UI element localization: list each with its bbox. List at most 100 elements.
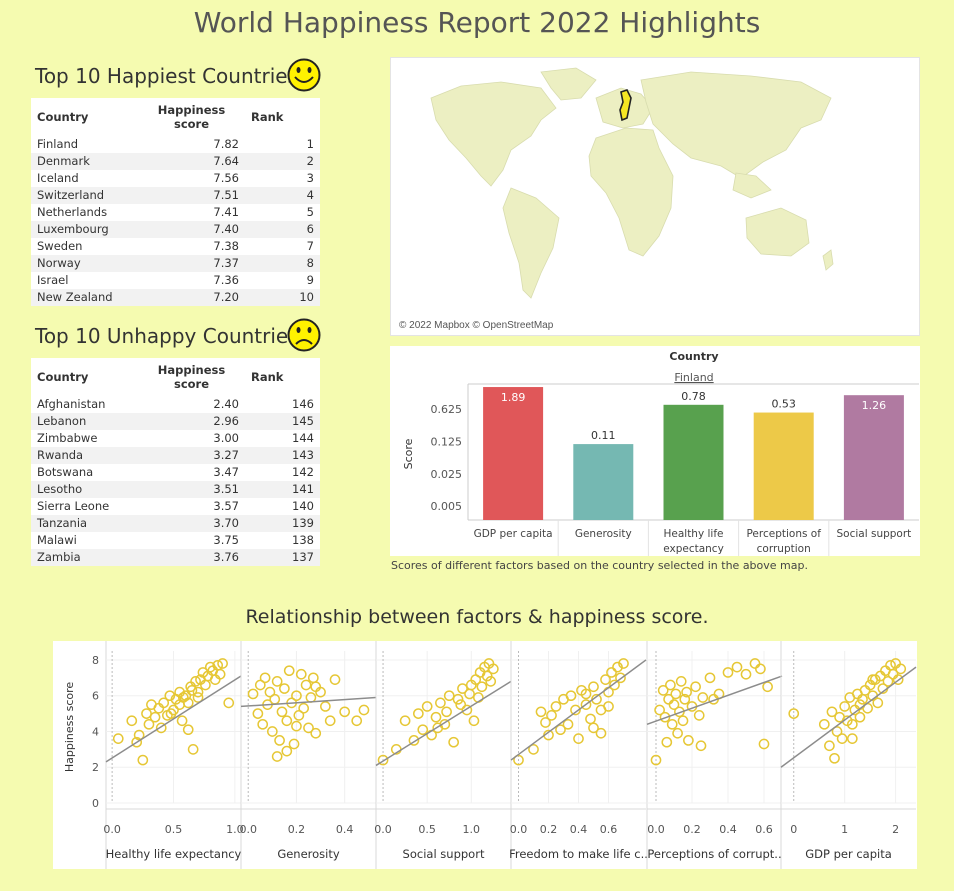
bar[interactable] [483,387,544,520]
scatter-point[interactable] [528,744,539,755]
scatter-point[interactable] [283,665,295,677]
scatter-point[interactable] [298,702,310,714]
scatter-point[interactable] [882,676,894,687]
scatter-point[interactable] [413,708,424,719]
table-row[interactable]: Zambia 3.76 137 [31,549,320,566]
scatter-point[interactable] [448,736,459,748]
scatter-point[interactable] [303,722,314,734]
scatter-point[interactable] [824,740,835,752]
table-row[interactable]: New Zealand 7.20 10 [31,289,320,306]
scatter-point[interactable] [259,672,271,684]
scatter-point[interactable] [295,668,307,680]
table-row[interactable]: Afghanistan 2.40 146 [31,396,320,413]
bar[interactable] [753,412,814,520]
scatter-point[interactable] [279,683,290,694]
scatter-point[interactable] [580,688,592,700]
scatter-point[interactable] [126,715,138,727]
scatter-point[interactable] [672,727,683,739]
scatter-point[interactable] [473,692,484,703]
scatter-plot[interactable]: 0.0 0.2 0.4 0.6 Perceptions of corrupt.. [646,641,783,869]
scatter-point[interactable] [468,715,480,727]
scatter-point[interactable] [740,668,752,680]
scatter-point[interactable] [143,718,155,730]
scatter-point[interactable] [693,710,705,721]
scatter-point[interactable] [600,674,611,685]
table-row[interactable]: Norway 7.37 8 [31,255,320,272]
table-row[interactable]: Sierra Leone 3.57 140 [31,498,320,515]
scatter-point[interactable] [165,708,177,719]
scatter-point[interactable] [247,688,259,700]
bar[interactable] [573,444,634,520]
scatter-point[interactable] [351,715,363,727]
scatter-point[interactable] [252,708,264,719]
scatter-point[interactable] [826,706,838,718]
scatter-point[interactable] [192,686,204,698]
scatter-point[interactable] [174,686,185,698]
scatter-point[interactable] [846,733,858,744]
scatter-point[interactable] [200,679,211,691]
scatter-point[interactable] [305,692,317,703]
scatter-point[interactable] [149,711,161,723]
scatter-point[interactable] [872,697,884,709]
scatter-point[interactable] [293,710,305,721]
scatter-point[interactable] [704,672,716,684]
scatter-point[interactable] [217,658,228,669]
table-row[interactable]: Rwanda 3.27 143 [31,447,320,464]
scatter-point[interactable] [595,727,607,739]
scatter-point[interactable] [324,715,336,727]
column-header-rank[interactable]: Rank [251,110,284,124]
scatter-point[interactable] [182,724,194,736]
scatter-point[interactable] [650,754,662,766]
scatter-point[interactable] [254,679,266,691]
scatter-point[interactable] [665,679,676,691]
scatter-point[interactable] [264,686,276,698]
scatter-point[interactable] [570,704,581,716]
scatter-plot[interactable]: 0.0 0.2 0.4 Generosity [239,641,377,869]
scatter-point[interactable] [266,726,278,737]
scatter-point[interactable] [329,674,341,685]
scatter-point[interactable] [443,690,455,702]
scatter-point[interactable] [274,735,285,746]
scatter-point[interactable] [158,697,170,709]
scatter-point[interactable] [892,674,904,685]
scatter-point[interactable] [697,692,709,703]
scatter-point[interactable] [513,754,524,766]
scatter-point[interactable] [666,718,678,730]
scatter-point[interactable] [112,733,124,744]
scatter-point[interactable] [281,715,293,727]
scatter-point[interactable] [291,720,302,732]
scatter-point[interactable] [831,726,843,737]
world-map-canvas[interactable] [391,58,919,335]
table-row[interactable]: Botswana 3.47 142 [31,464,320,481]
scatter-point[interactable] [358,704,370,716]
map-attribution[interactable]: © 2022 Mapbox © OpenStreetMap [399,320,554,331]
scatter-point[interactable] [609,679,620,691]
scatter-point[interactable] [683,735,694,746]
scatter-point[interactable] [788,708,800,719]
table-row[interactable]: Lesotho 3.51 141 [31,481,320,498]
column-header-country[interactable]: Country [37,370,89,384]
scatter-point[interactable] [307,672,319,684]
bar[interactable] [843,395,904,520]
scatter-point[interactable] [133,729,145,741]
column-header-rank[interactable]: Rank [251,370,284,384]
table-row[interactable]: Denmark 7.64 2 [31,153,320,170]
scatter-point[interactable] [399,715,411,727]
finland-shape[interactable] [619,89,632,122]
scatter-point[interactable] [177,692,189,703]
scatter-point[interactable] [141,708,152,719]
scatter-point[interactable] [839,701,851,712]
scatter-point[interactable] [432,722,444,734]
scatter-point[interactable] [137,754,149,766]
scatter-point[interactable] [291,690,302,702]
scatter-point[interactable] [585,713,596,725]
scatter-point[interactable] [657,684,669,696]
scatter-point[interactable] [550,701,562,712]
table-row[interactable]: Israel 7.36 9 [31,272,320,289]
scatter-point[interactable] [573,733,584,744]
scatter-point[interactable] [180,690,192,702]
scatter-point[interactable] [452,693,464,705]
column-header-score[interactable]: Happiness score [157,103,226,131]
scatter-point[interactable] [310,727,322,739]
